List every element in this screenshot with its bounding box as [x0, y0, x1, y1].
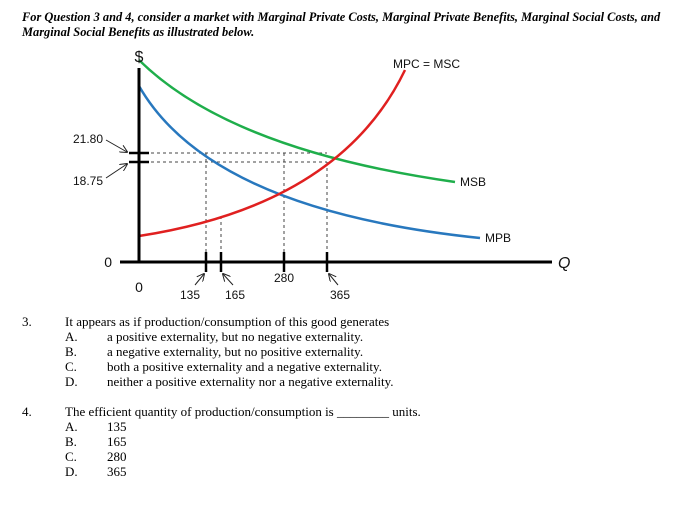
y-tick-label-21-80: 21.80	[73, 132, 103, 146]
option-letter: C.	[65, 359, 77, 374]
intro-text: For Question 3 and 4, consider a market …	[22, 10, 661, 39]
x-tick-label-280: 280	[274, 271, 294, 285]
option-text: 165	[107, 434, 127, 449]
pointer-18-75	[105, 164, 127, 179]
pointer-365	[329, 274, 339, 286]
question-4: 4. The efficient quantity of production/…	[0, 404, 700, 484]
option-text: neither a positive externality nor a neg…	[107, 374, 394, 389]
y-zero-label: 0	[104, 254, 112, 270]
pointer-21-80	[105, 139, 127, 152]
option-letter: B.	[65, 344, 77, 359]
option-letter: C.	[65, 449, 77, 464]
option-letter: A.	[65, 419, 78, 434]
x-tick-label-365: 365	[330, 288, 350, 302]
msb-curve	[138, 59, 456, 184]
mpb-curve	[137, 85, 481, 240]
question-number: 3.	[22, 314, 32, 329]
option-letter: D.	[65, 464, 78, 479]
question-text: It appears as if production/consumption …	[65, 314, 390, 329]
x-tick-label-165: 165	[225, 288, 245, 302]
mpc-msc-label: MPC = MSC	[393, 57, 460, 71]
option-text: 135	[107, 419, 127, 434]
msb-label: MSB	[460, 175, 486, 189]
y-axis-symbol: $	[135, 49, 144, 66]
mpb-label: MPB	[485, 231, 511, 245]
pointer-165	[223, 274, 234, 286]
option-text: a positive externality, but no negative …	[107, 329, 364, 344]
option-text: both a positive externality and a negati…	[107, 359, 382, 374]
option-letter: A.	[65, 329, 78, 344]
x-tick-label-135: 135	[180, 288, 200, 302]
option-text: 365	[107, 464, 127, 479]
option-letter: B.	[65, 434, 77, 449]
option-text: 280	[107, 449, 127, 464]
option-letter: D.	[65, 374, 78, 389]
y-tick-label-18-75: 18.75	[73, 174, 103, 188]
pointer-135	[194, 274, 204, 286]
question-text: The efficient quantity of production/con…	[65, 404, 421, 419]
mpc-msc-curve	[138, 69, 407, 238]
option-text: a negative externality, but no positive …	[107, 344, 364, 359]
question-number: 4.	[22, 404, 32, 419]
origin-label: 0	[135, 279, 143, 295]
question-3: 3. It appears as if production/consumpti…	[0, 314, 700, 394]
x-axis-symbol: Q	[558, 255, 570, 272]
